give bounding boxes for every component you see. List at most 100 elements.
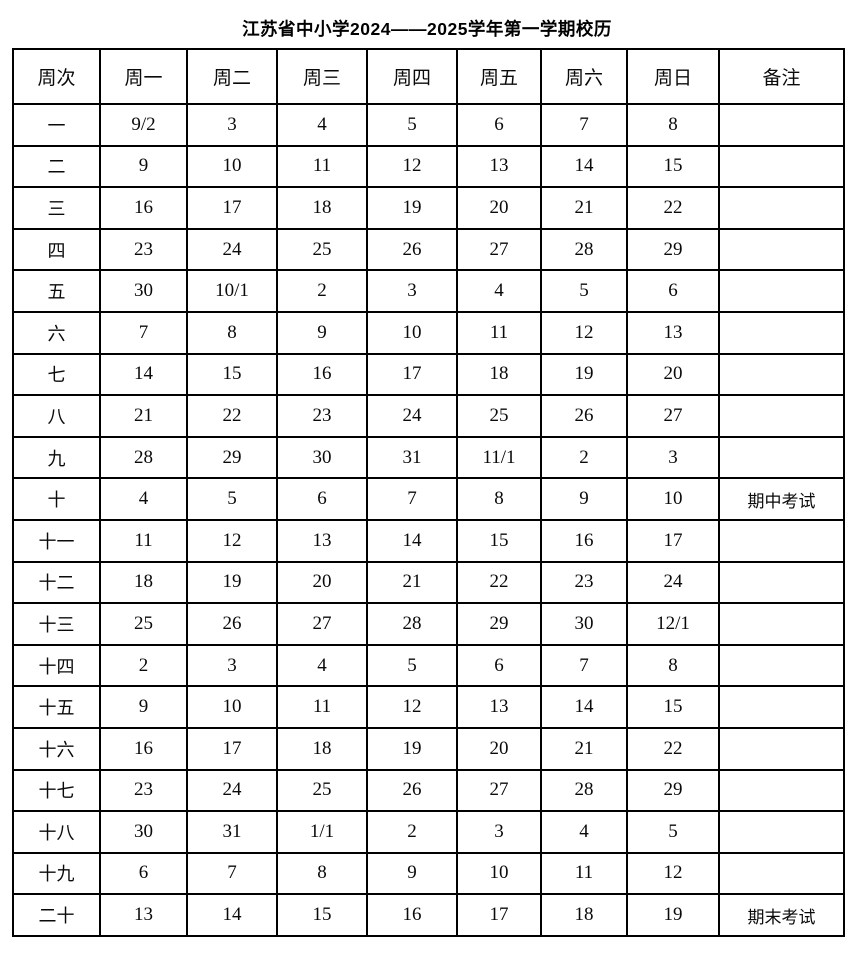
day-cell: 8 — [456, 477, 542, 521]
day-cell: 5 — [186, 477, 278, 521]
day-cell: 12 — [626, 851, 720, 896]
table-row: 五 30 10/1 2 3 4 5 6 — [12, 269, 845, 313]
day-cell: 31 — [186, 810, 278, 854]
day-cell: 9 — [99, 685, 188, 729]
day-cell: 14 — [540, 685, 628, 729]
note-cell — [718, 227, 845, 272]
note-cell — [718, 186, 845, 230]
day-cell: 21 — [99, 394, 188, 438]
day-cell: 30 — [540, 602, 628, 646]
note-cell — [718, 726, 845, 771]
day-cell: 22 — [626, 726, 720, 771]
table-row: 十五 9 10 11 12 13 14 15 — [12, 685, 845, 729]
day-cell: 10 — [366, 310, 458, 355]
table-row: 七 14 15 16 17 18 19 20 — [12, 352, 845, 397]
day-cell: 19 — [626, 893, 720, 937]
day-cell: 9/2 — [99, 103, 188, 147]
week-cell: 八 — [12, 394, 101, 438]
day-cell: 23 — [540, 560, 628, 605]
week-cell: 十一 — [12, 518, 101, 563]
day-cell: 7 — [540, 103, 628, 147]
day-cell: 5 — [626, 810, 720, 854]
day-cell: 31 — [366, 435, 458, 480]
week-cell: 十 — [12, 477, 101, 521]
table-row: 十九 6 7 8 9 10 11 12 — [12, 851, 845, 896]
day-cell: 12 — [366, 144, 458, 189]
note-cell — [718, 394, 845, 438]
day-cell: 14 — [366, 518, 458, 563]
day-cell: 10 — [186, 685, 278, 729]
day-cell: 27 — [456, 768, 542, 813]
day-cell: 1/1 — [276, 810, 368, 854]
day-cell: 25 — [276, 768, 368, 813]
day-cell: 13 — [456, 144, 542, 189]
day-cell: 3 — [186, 643, 278, 688]
day-cell: 7 — [366, 477, 458, 521]
day-cell: 20 — [626, 352, 720, 397]
day-cell: 3 — [186, 103, 278, 147]
note-cell — [718, 310, 845, 355]
week-cell: 十八 — [12, 810, 101, 854]
day-cell: 15 — [186, 352, 278, 397]
note-cell — [718, 685, 845, 729]
day-cell: 8 — [276, 851, 368, 896]
page-title: 江苏省中小学2024——2025学年第一学期校历 — [242, 19, 612, 39]
week-cell: 十七 — [12, 768, 101, 813]
header-cell-fri: 周五 — [456, 48, 542, 105]
day-cell: 9 — [99, 144, 188, 189]
day-cell: 18 — [540, 893, 628, 937]
day-cell: 20 — [276, 560, 368, 605]
week-cell: 二十 — [12, 893, 101, 937]
day-cell: 9 — [366, 851, 458, 896]
week-cell: 十四 — [12, 643, 101, 688]
day-cell: 6 — [456, 643, 542, 688]
day-cell: 17 — [456, 893, 542, 937]
day-cell: 6 — [99, 851, 188, 896]
day-cell: 8 — [626, 643, 720, 688]
day-cell: 13 — [626, 310, 720, 355]
week-cell: 三 — [12, 186, 101, 230]
header-cell-wed: 周三 — [276, 48, 368, 105]
header-cell-thu: 周四 — [366, 48, 458, 105]
day-cell: 27 — [456, 227, 542, 272]
day-cell: 14 — [99, 352, 188, 397]
day-cell: 24 — [626, 560, 720, 605]
day-cell: 27 — [276, 602, 368, 646]
day-cell: 10/1 — [186, 269, 278, 313]
day-cell: 15 — [626, 685, 720, 729]
table-row: 二十 13 14 15 16 17 18 19 期末考试 — [12, 893, 845, 937]
day-cell: 22 — [456, 560, 542, 605]
table-row: 八 21 22 23 24 25 26 27 — [12, 394, 845, 438]
day-cell: 4 — [456, 269, 542, 313]
note-cell — [718, 851, 845, 896]
day-cell: 18 — [276, 186, 368, 230]
day-cell: 9 — [276, 310, 368, 355]
table-row: 十八 30 31 1/1 2 3 4 5 — [12, 810, 845, 854]
note-cell — [718, 602, 845, 646]
week-cell: 十二 — [12, 560, 101, 605]
table-row: 十七 23 24 25 26 27 28 29 — [12, 768, 845, 813]
day-cell: 20 — [456, 186, 542, 230]
day-cell: 19 — [366, 186, 458, 230]
day-cell: 12 — [540, 310, 628, 355]
table-row: 十 4 5 6 7 8 9 10 期中考试 — [12, 477, 845, 521]
day-cell: 17 — [186, 186, 278, 230]
day-cell: 7 — [99, 310, 188, 355]
day-cell: 16 — [99, 186, 188, 230]
day-cell: 15 — [626, 144, 720, 189]
note-cell — [718, 643, 845, 688]
day-cell: 18 — [99, 560, 188, 605]
table-row: 十四 2 3 4 5 6 7 8 — [12, 643, 845, 688]
table-row: 三 16 17 18 19 20 21 22 — [12, 186, 845, 230]
table-row: 十六 16 17 18 19 20 21 22 — [12, 726, 845, 771]
day-cell: 30 — [276, 435, 368, 480]
day-cell: 10 — [456, 851, 542, 896]
day-cell: 28 — [366, 602, 458, 646]
header-cell-mon: 周一 — [99, 48, 188, 105]
note-cell — [718, 518, 845, 563]
day-cell: 13 — [99, 893, 188, 937]
day-cell: 7 — [186, 851, 278, 896]
week-cell: 七 — [12, 352, 101, 397]
day-cell: 4 — [540, 810, 628, 854]
week-cell: 一 — [12, 103, 101, 147]
